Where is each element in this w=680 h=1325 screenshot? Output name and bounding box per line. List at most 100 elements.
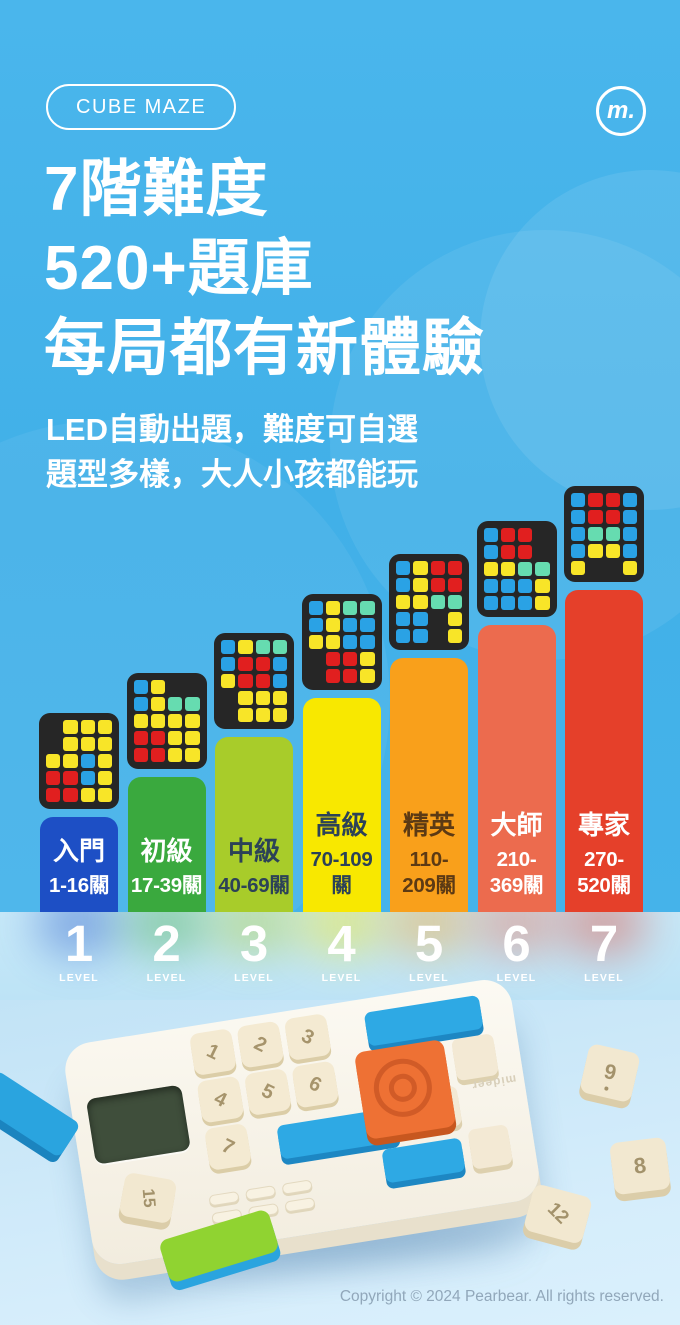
level-caption: LEVEL — [409, 972, 449, 984]
puzzle-cell — [535, 545, 549, 559]
number-tile: 4 — [196, 1075, 245, 1124]
puzzle-cell — [255, 674, 270, 688]
puzzle-cell — [133, 748, 148, 762]
puzzle-cell — [413, 629, 428, 643]
puzzle-cell — [360, 669, 375, 683]
puzzle-cell — [185, 697, 200, 711]
puzzle-cell — [46, 771, 61, 785]
puzzle-cell — [133, 714, 148, 728]
hero-section: CUBE MAZE m. 7階難度 520+題庫 每局都有新體驗 LED自動出題… — [0, 0, 680, 980]
puzzle-cell — [483, 545, 498, 559]
levels-chart: 入門 1-16關 初級 17-39關 中級 40-69關 高級 70-109關 精英 110- 20… — [39, 486, 644, 912]
puzzle-cell — [500, 528, 515, 542]
level-name: 入門 — [52, 836, 105, 867]
puzzle-cell — [518, 528, 533, 542]
puzzle-cell — [588, 493, 603, 507]
puzzle-cell — [605, 527, 620, 541]
level-caption: LEVEL — [584, 972, 624, 984]
cream-puzzle-piece — [467, 1123, 514, 1170]
cream-puzzle-piece — [450, 1033, 500, 1082]
level-caption: LEVEL — [234, 972, 274, 984]
level-bar-4: 高級 70-109關 — [302, 698, 381, 912]
puzzle-cell — [221, 640, 236, 654]
puzzle-cell — [168, 714, 183, 728]
puzzle-cell — [343, 635, 358, 649]
level-indicator-4: 4 LEVEL — [294, 918, 390, 984]
level-number: 6 — [502, 915, 531, 972]
puzzle-cell — [150, 714, 165, 728]
puzzle-cell — [571, 510, 586, 524]
puzzle-cell — [221, 708, 235, 722]
scattered-tile-label: 15 — [138, 1187, 159, 1209]
puzzle-cell — [571, 561, 586, 575]
number-tile: 7 — [203, 1122, 253, 1171]
puzzle-cell — [622, 493, 637, 507]
level-strip: 1 LEVEL 2 LEVEL 3 LEVEL 4 LEVEL 5 LEVEL 6 LEVEL 7 LEV… — [0, 912, 680, 1000]
puzzle-cell — [447, 578, 462, 592]
level-name: 初級 — [140, 836, 193, 867]
puzzle-cell — [46, 754, 61, 768]
puzzle-cell — [150, 680, 165, 694]
level-bar-3: 中級 40-69關 — [215, 737, 293, 912]
puzzle-cell — [255, 708, 270, 722]
puzzle-tile-preview-3 — [214, 633, 294, 729]
level-indicator-2: 2 LEVEL — [119, 918, 215, 984]
puzzle-cell — [518, 579, 533, 593]
puzzle-cell — [518, 596, 533, 610]
puzzle-cell — [133, 697, 148, 711]
puzzle-cell — [255, 691, 270, 705]
puzzle-cell — [168, 697, 183, 711]
puzzle-cell — [168, 680, 182, 694]
number-tile: 6 — [291, 1060, 340, 1109]
copyright-text: Copyright © 2024 Pearbear. All rights re… — [339, 1288, 664, 1305]
level-indicator-6: 6 LEVEL — [469, 918, 565, 984]
puzzle-cell — [325, 635, 340, 649]
puzzle-cell — [63, 737, 78, 751]
puzzle-cell — [272, 640, 287, 654]
scattered-tile-label: 8 — [632, 1152, 648, 1179]
puzzle-cell — [483, 579, 498, 593]
level-number: 7 — [589, 915, 619, 972]
scattered-tile-15: 15 — [118, 1171, 178, 1225]
puzzle-cell — [431, 629, 445, 643]
level-caption: LEVEL — [321, 972, 362, 984]
headline-line-3: 每局都有新體驗 — [44, 313, 486, 383]
level-number: 3 — [239, 915, 269, 972]
puzzle-cell — [483, 562, 498, 576]
puzzle-cell — [606, 561, 620, 575]
puzzle-cell — [430, 578, 445, 592]
puzzle-tile-preview-6 — [476, 521, 557, 617]
puzzle-cell — [46, 720, 60, 734]
puzzle-cell — [80, 788, 95, 802]
puzzle-cell — [360, 652, 375, 666]
puzzle-cell — [150, 731, 165, 745]
puzzle-cell — [272, 708, 287, 722]
puzzle-cell — [309, 669, 323, 683]
puzzle-cell — [185, 680, 199, 694]
puzzle-tile-preview-5 — [389, 554, 469, 650]
puzzle-cell — [238, 691, 253, 705]
puzzle-cell — [571, 527, 586, 541]
puzzle-cell — [238, 708, 253, 722]
puzzle-cell — [97, 737, 112, 751]
puzzle-cell — [238, 640, 253, 654]
puzzle-cell — [500, 562, 515, 576]
subheadline: LED自動出題，難度可自選 題型多樣，大人小孩都能玩 — [46, 408, 418, 498]
scattered-tile-8: 8 — [609, 1136, 671, 1196]
puzzle-cell — [535, 562, 550, 576]
puzzle-cell — [447, 561, 462, 575]
puzzle-cell — [63, 771, 78, 785]
puzzle-cell — [272, 657, 287, 671]
cube-maze-badge: CUBE MAZE — [46, 84, 237, 130]
puzzle-cell — [343, 669, 358, 683]
level-indicator-5: 5 LEVEL — [381, 918, 477, 984]
number-tile: 1 — [188, 1028, 237, 1077]
puzzle-tile-preview-1 — [39, 713, 119, 809]
puzzle-cell — [396, 578, 411, 592]
puzzle-cell — [431, 612, 445, 626]
puzzle-cell — [588, 510, 603, 524]
puzzle-cell — [272, 691, 287, 705]
puzzle-cell — [325, 601, 340, 615]
puzzle-cell — [483, 596, 498, 610]
